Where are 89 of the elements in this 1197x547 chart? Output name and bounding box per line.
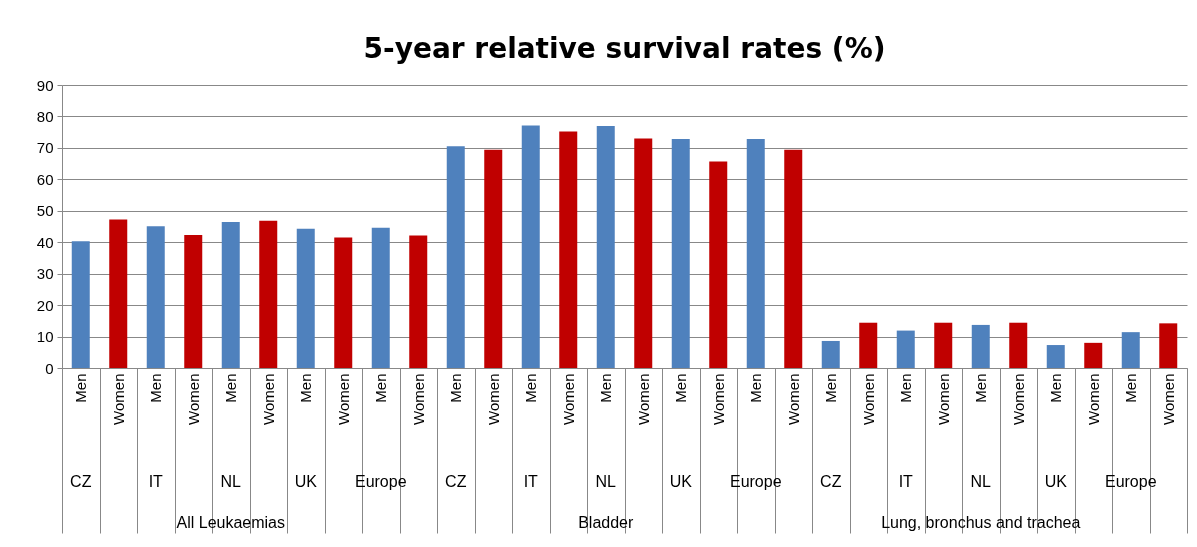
text: NL (220, 473, 242, 490)
x-tick-label: Women (334, 373, 352, 425)
chart-title: 5-year relative survival rates (%) (363, 32, 886, 65)
bar (71, 241, 90, 368)
text: All Leukaemias (176, 514, 285, 531)
bar (784, 149, 803, 368)
bar (596, 125, 615, 368)
bar (521, 125, 540, 368)
x-tick-label: Men (897, 373, 915, 403)
bar (409, 235, 428, 368)
y-tick-label: 90 (36, 76, 54, 94)
text: CZ (445, 473, 467, 490)
x-tick-label: Men (72, 373, 90, 403)
y-tick-label: 60 (36, 170, 54, 188)
y-tick-label: 80 (36, 107, 54, 125)
x-tick-label: Women (859, 373, 877, 425)
x-tick-label: Men (297, 373, 315, 403)
y-tick-label: 70 (36, 139, 54, 157)
bar (1121, 332, 1140, 368)
bar (634, 138, 653, 368)
bar (296, 228, 315, 368)
bar (371, 227, 390, 368)
x-tick-label: Women (934, 373, 952, 425)
x-tick-label: Men (972, 373, 990, 403)
text: UK (669, 473, 693, 490)
x-tick-label: Women (484, 373, 502, 425)
x-tick-label: Women (709, 373, 727, 425)
x-tick-label: Women (109, 373, 127, 425)
x-tick-label: Men (747, 373, 765, 403)
bar (896, 330, 915, 368)
x-tick-label: Women (184, 373, 202, 425)
text: NL (970, 473, 992, 490)
bar (334, 237, 353, 368)
y-tick-label: 20 (36, 296, 54, 314)
x-tick-label: Men (1047, 373, 1065, 403)
x-tick-label: Women (1159, 373, 1177, 425)
bar (671, 139, 690, 368)
bar (971, 324, 990, 368)
x-tick-label: Men (372, 373, 390, 403)
x-tick-label: Women (259, 373, 277, 425)
text: CZ (70, 473, 92, 490)
x-tick-label: Men (522, 373, 540, 403)
x-tick-label: Women (559, 373, 577, 425)
bar (184, 234, 203, 368)
y-tick-label: 40 (36, 233, 54, 251)
bar (934, 322, 953, 368)
bar (109, 219, 128, 368)
text: Lung, bronchus and trachea (881, 514, 1081, 531)
y-tick-label: 30 (36, 265, 54, 283)
bar (1159, 323, 1178, 368)
text: IT (148, 473, 164, 490)
text: Europe (354, 473, 407, 490)
x-tick-label: Men (672, 373, 690, 403)
text: UK (294, 473, 318, 490)
bar (821, 340, 840, 368)
x-tick-label: Men (147, 373, 165, 403)
x-tick-label: Men (222, 373, 240, 403)
text: NL (595, 473, 617, 490)
y-tick-label: 0 (45, 359, 54, 377)
x-tick-label: Women (1084, 373, 1102, 425)
y-tick-label: 10 (36, 328, 54, 346)
text: CZ (820, 473, 842, 490)
bar (1009, 322, 1028, 368)
bar (259, 220, 278, 368)
bar (559, 131, 578, 368)
text: IT (523, 473, 539, 490)
x-tick-label: Men (1122, 373, 1140, 403)
text: Europe (729, 473, 782, 490)
text: IT (898, 473, 914, 490)
bar (1084, 342, 1103, 368)
text: Europe (1104, 473, 1157, 490)
x-tick-label: Women (1009, 373, 1027, 425)
x-tick-label: Men (597, 373, 615, 403)
bar (709, 161, 728, 368)
text: Bladder (578, 514, 634, 531)
x-tick-label: Women (784, 373, 802, 425)
bar (146, 226, 165, 368)
bar (484, 149, 503, 368)
text: UK (1044, 473, 1068, 490)
bar (221, 222, 240, 368)
bar (746, 139, 765, 368)
x-tick-label: Men (822, 373, 840, 403)
x-tick-label: Women (409, 373, 427, 425)
x-tick-label: Men (447, 373, 465, 403)
bar (1046, 345, 1065, 368)
bar (446, 146, 465, 368)
bar (859, 322, 878, 368)
y-tick-label: 50 (36, 202, 54, 220)
x-tick-label: Women (634, 373, 652, 425)
